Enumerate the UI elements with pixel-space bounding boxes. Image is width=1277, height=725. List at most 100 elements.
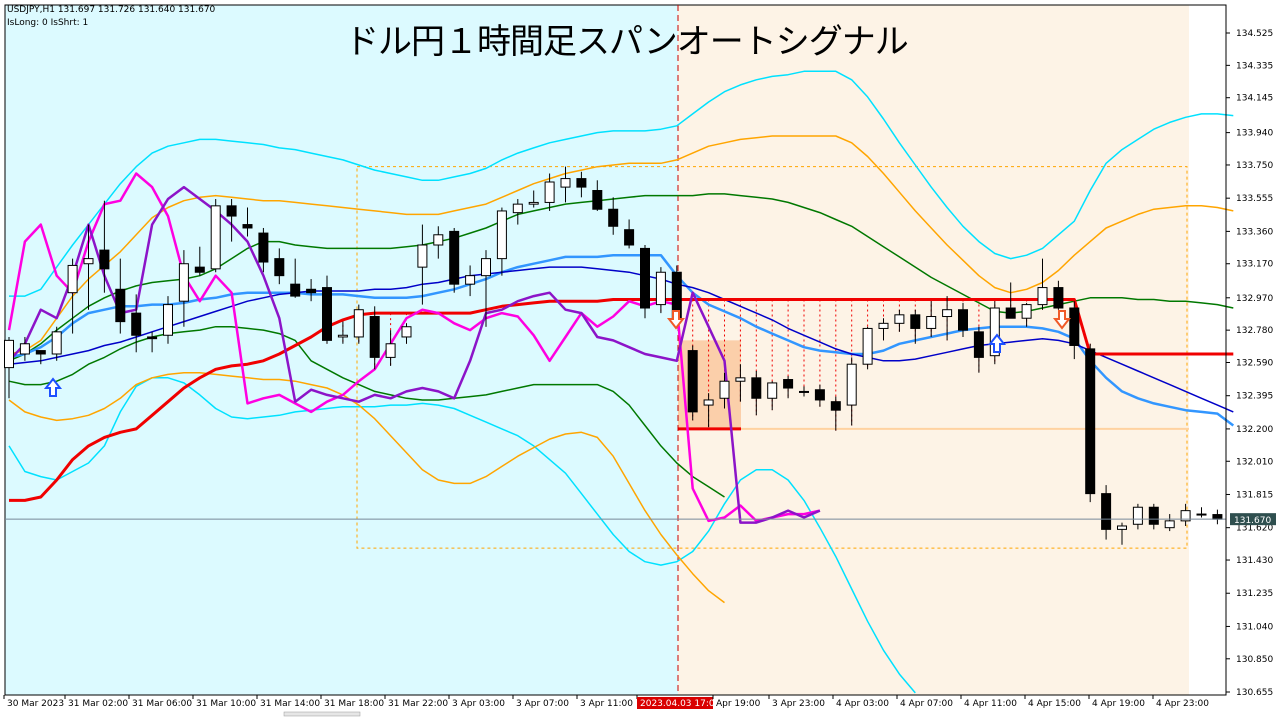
candle [878,318,889,341]
candle [735,364,746,402]
y-tick-label: 132.200 [1236,425,1273,435]
candle-body-up [894,314,905,324]
x-tick-label: 31 Mar 02:00 [68,699,128,709]
candle [19,336,30,361]
y-tick-label: 134.145 [1236,94,1273,104]
x-tick-label: 3 Apr 23:00 [772,699,825,709]
band-orange_lower [8,371,725,604]
buy-arrow-icon [987,333,1007,353]
candle [958,302,968,337]
candle [544,173,555,211]
candle [322,275,332,344]
candle [163,296,173,344]
candle [1180,503,1191,526]
series-purple [8,185,821,524]
candle [862,326,873,370]
band-cyan_lower [8,377,916,694]
y-tick-label: 132.970 [1236,294,1273,304]
candle-body-up [989,307,1000,357]
candle-body-down [1005,307,1016,319]
y-tick-label: 132.590 [1236,359,1273,369]
candle-body-down [115,288,126,323]
candle [1069,301,1080,360]
candle [274,248,285,285]
candle [1005,282,1016,319]
series-orange_upper [8,135,1234,355]
candle [353,304,364,344]
chart-title: ドル円１時間足スパンオートシグナル [345,22,909,62]
candle [528,190,539,208]
y-tick-label: 131.815 [1236,490,1273,500]
candle [989,301,1000,365]
candle [1196,507,1207,518]
candle [417,224,428,305]
candle-body-down [226,205,237,217]
candle-body-down [1053,287,1064,309]
x-tick-label: 31 Mar 10:00 [196,699,256,709]
candle [4,336,14,399]
x-tick-label: 4 Apr 11:00 [964,699,1017,709]
candle-body-down [592,190,603,210]
candle-body-up [401,326,412,338]
candle [67,258,78,334]
scroll-tab [283,711,361,717]
x-tick-label: 31 Mar 06:00 [132,699,192,709]
candle-body-down [910,314,921,329]
candle [1148,503,1159,530]
candle [51,326,62,361]
candle [1117,522,1127,545]
candle [1085,343,1096,503]
candle-body-up [385,343,396,358]
candle [592,180,603,211]
candle [1101,485,1112,540]
candle-body-up [163,304,173,336]
candle-body-up [1037,287,1048,306]
candle-body-up [1117,525,1127,530]
candle-body-up [4,339,14,369]
y-tick-label: 132.395 [1236,392,1273,402]
candle-body-up [83,258,94,265]
candle [783,376,794,399]
candle [814,384,825,407]
candle [449,227,460,293]
series-magenta [7,172,821,523]
candle-body-up [465,275,476,285]
x-tick-label: 3 Apr 03:00 [452,699,505,709]
candle-body-up [1132,506,1143,525]
candle-body-down [973,331,984,358]
range-box [356,166,1188,549]
candle-body-down [751,377,762,399]
candle [608,197,619,235]
candle-body-up [926,316,937,329]
x-tick-label: 30 Mar 2023 [7,699,64,709]
candle-body-up [353,309,364,338]
x-tick-label: Apr 19:00 [716,699,761,709]
candle [194,246,205,276]
candle [767,381,778,411]
candle-body-up [862,327,873,365]
y-tick-label: 131.235 [1236,589,1273,599]
candle [178,250,189,327]
candle-body-down [624,229,635,246]
candle-body-up [767,382,778,399]
candle-body-up [417,244,428,268]
candle-body-up [210,205,221,270]
current-price-label: 131.670 [1234,516,1271,526]
candle-body-down [576,178,587,188]
candle [131,294,142,353]
candle-body-down [290,283,301,297]
candle-body-up [337,334,348,338]
y-tick-label: 131.430 [1236,556,1273,566]
x-tick-label: 31 Mar 14:00 [260,699,320,709]
candle [799,386,809,397]
candle-body-down [369,316,380,358]
candle [465,265,476,297]
candle [1037,258,1048,310]
candle-body-up [178,263,189,302]
y-tick-label: 134.335 [1236,61,1273,71]
candle [560,166,571,203]
bg-future-region [1189,5,1226,695]
candle-body-up [67,264,78,294]
x-tick-label: 4 Apr 07:00 [900,699,953,709]
